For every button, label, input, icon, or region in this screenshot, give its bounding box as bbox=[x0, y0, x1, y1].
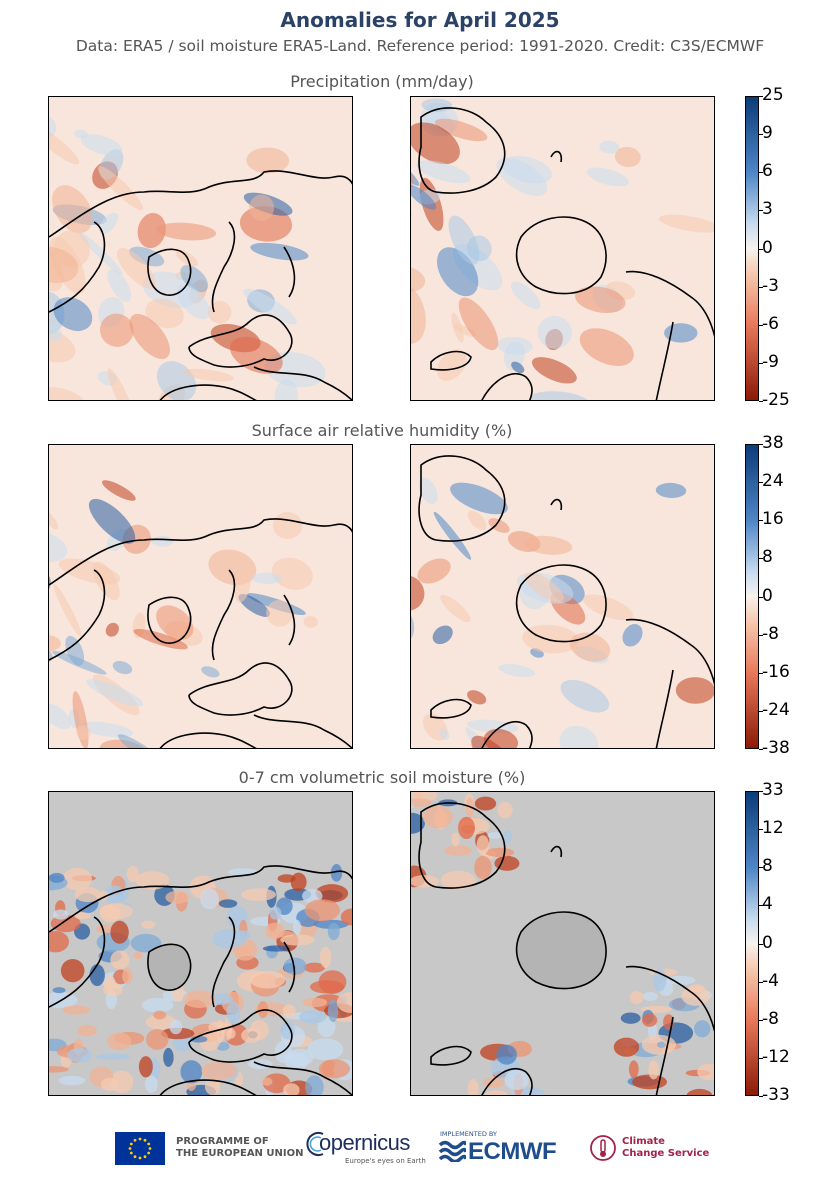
thermometer-globe-icon bbox=[590, 1135, 616, 1161]
colorbar-tick-mark bbox=[759, 829, 763, 831]
c3s-text: Climate Change Service bbox=[622, 1136, 712, 1160]
humidity-antarctic-map bbox=[410, 444, 715, 749]
colorbar-tick-label: 12 bbox=[762, 818, 784, 839]
colorbar-tick-mark bbox=[759, 634, 763, 636]
colorbar-tick-mark bbox=[759, 558, 763, 560]
colorbar-tick-label: 16 bbox=[762, 509, 784, 530]
precipitation-title: Precipitation (mm/day) bbox=[290, 72, 474, 91]
eu-text-line2: THE EUROPEAN UNION bbox=[176, 1148, 304, 1159]
colorbar-tick-mark bbox=[759, 172, 763, 174]
colorbar-tick-label: 8 bbox=[762, 856, 773, 877]
footer-logos: PROGRAMME OF THE EUROPEAN UNION opernicu… bbox=[0, 1120, 840, 1180]
colorbar-tick-label: 38 bbox=[762, 433, 784, 453]
soil-moisture-title: 0-7 cm volumetric soil moisture (%) bbox=[238, 768, 526, 787]
colorbar-tick-label: -16 bbox=[762, 661, 790, 682]
page-subtitle: Data: ERA5 / soil moisture ERA5-Land. Re… bbox=[75, 37, 765, 55]
colorbar-tick-mark bbox=[759, 1096, 763, 1097]
colorbar-tick-mark bbox=[759, 905, 763, 907]
colorbar-tick-label: -4 bbox=[762, 970, 779, 991]
colorbar-tick-label: 0 bbox=[762, 932, 773, 953]
c3s-text-line2: Change Service bbox=[622, 1148, 710, 1159]
copernicus-wordmark: opernicus bbox=[319, 1130, 410, 1155]
eu-text-line1: PROGRAMME OF bbox=[176, 1136, 269, 1147]
colorbar-tick-label: -8 bbox=[762, 623, 779, 644]
colorbar-tick-mark bbox=[759, 596, 763, 598]
c3s-text-line1: Climate bbox=[622, 1136, 665, 1147]
colorbar-tick-mark bbox=[759, 482, 763, 484]
colorbar-tick-mark bbox=[759, 210, 763, 212]
colorbar-tick-label: 0 bbox=[762, 585, 773, 606]
colorbar-tick-mark bbox=[759, 248, 763, 250]
colorbar-tick-label: 24 bbox=[762, 471, 784, 492]
colorbar-tick-mark bbox=[759, 444, 763, 445]
colorbar-tick-label: 6 bbox=[762, 161, 773, 182]
precipitation-antarctic-map bbox=[410, 96, 715, 401]
colorbar-tick-label: 4 bbox=[762, 894, 773, 915]
colorbar-tick-mark bbox=[759, 286, 763, 288]
precipitation-arctic-map bbox=[48, 96, 353, 401]
colorbar-tick-label: -3 bbox=[762, 275, 779, 296]
c3s-logo: Climate Change Service bbox=[588, 1132, 709, 1168]
colorbar-tick-label: 3 bbox=[762, 199, 773, 220]
colorbar-tick-label: 33 bbox=[762, 780, 784, 800]
colorbar-tick-label: -24 bbox=[762, 699, 790, 720]
colorbar-tick-mark bbox=[759, 710, 763, 712]
colorbar-tick-mark bbox=[759, 324, 763, 326]
ecmwf-wordmark: ECMWF bbox=[468, 1138, 557, 1165]
colorbar-tick-label: 25 bbox=[762, 85, 784, 105]
colorbar-tick-mark bbox=[759, 981, 763, 983]
copernicus-tagline: Europe's eyes on Earth bbox=[345, 1157, 426, 1165]
colorbar-tick-mark bbox=[759, 520, 763, 522]
colorbar-tick-label: 8 bbox=[762, 547, 773, 568]
soil-moisture-antarctic-map bbox=[410, 791, 715, 1096]
humidity-colorbar bbox=[745, 444, 759, 749]
colorbar-tick-mark bbox=[759, 134, 763, 136]
ecmwf-logo: ECMWF bbox=[438, 1138, 557, 1166]
copernicus-c-icon bbox=[306, 1132, 324, 1156]
colorbar-tick-mark bbox=[759, 672, 763, 674]
colorbar-tick-label: -9 bbox=[762, 351, 779, 372]
colorbar-tick-mark bbox=[759, 791, 763, 792]
copernicus-logo: opernicus Europe's eyes on Earth bbox=[305, 1130, 426, 1165]
colorbar-tick-label: -8 bbox=[762, 1008, 779, 1029]
colorbar-tick-mark bbox=[759, 749, 763, 750]
colorbar-tick-mark bbox=[759, 401, 763, 402]
eu-programme-text: PROGRAMME OF THE EUROPEAN UNION bbox=[176, 1136, 306, 1160]
soil-moisture-arctic-map bbox=[48, 791, 353, 1096]
ecmwf-wave-icon bbox=[438, 1140, 468, 1164]
colorbar-tick-label: -33 bbox=[762, 1085, 790, 1105]
colorbar-tick-label: -38 bbox=[762, 738, 790, 758]
precipitation-colorbar bbox=[745, 96, 759, 401]
colorbar-tick-mark bbox=[759, 362, 763, 364]
page-title: Anomalies for April 2025 bbox=[280, 8, 560, 32]
colorbar-tick-label: -6 bbox=[762, 313, 779, 334]
humidity-arctic-map bbox=[48, 444, 353, 749]
colorbar-tick-label: -12 bbox=[762, 1046, 790, 1067]
soil-moisture-colorbar bbox=[745, 791, 759, 1096]
colorbar-tick-mark bbox=[759, 96, 763, 97]
humidity-title: Surface air relative humidity (%) bbox=[251, 421, 513, 440]
eu-flag-icon bbox=[115, 1132, 165, 1165]
colorbar-tick-label: -25 bbox=[762, 390, 790, 410]
colorbar-tick-mark bbox=[759, 943, 763, 945]
colorbar-tick-label: 0 bbox=[762, 237, 773, 258]
ecmwf-implemented-by: IMPLEMENTED BY bbox=[440, 1130, 497, 1138]
colorbar-tick-mark bbox=[759, 1057, 763, 1059]
colorbar-tick-mark bbox=[759, 1019, 763, 1021]
colorbar-tick-label: 9 bbox=[762, 123, 773, 144]
colorbar-tick-mark bbox=[759, 867, 763, 869]
